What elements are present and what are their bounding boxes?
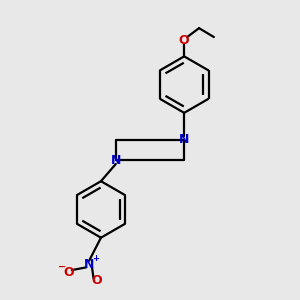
Text: O: O (63, 266, 74, 279)
Text: +: + (92, 254, 99, 263)
Text: N: N (111, 154, 121, 167)
Text: N: N (84, 258, 94, 271)
Text: O: O (179, 34, 190, 46)
Text: −: − (58, 262, 66, 272)
Text: N: N (179, 133, 189, 146)
Text: O: O (91, 274, 102, 287)
